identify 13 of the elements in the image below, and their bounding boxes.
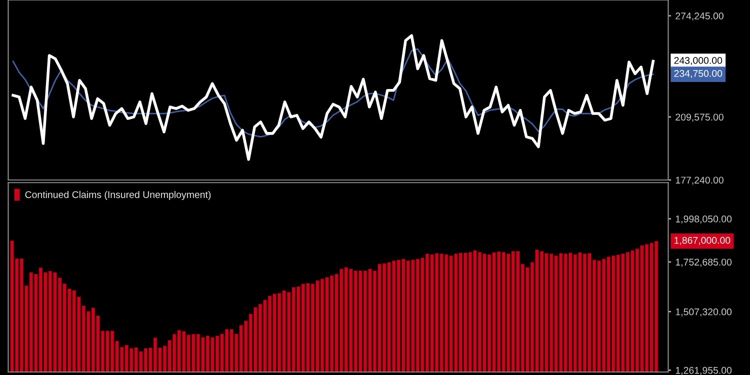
y-tick-label: 1,507,320.00 (676, 308, 732, 316)
y-tick-label: 1,261,955.00 (676, 366, 732, 375)
line-series (12, 34, 655, 161)
y-tick-label: 1,998,050.00 (676, 216, 732, 224)
line-series (12, 48, 654, 138)
y-tick-label: 209,575.00 (676, 114, 724, 122)
text: 243,000.00 (674, 57, 722, 66)
y-tick-label: 274,245.00 (676, 12, 724, 21)
y-tick-label: 1,752,685.00 (676, 258, 732, 267)
y-tick-label: 177,240.00 (676, 176, 724, 185)
legend-label: Continued Claims (Insured Unemployment) (25, 190, 211, 200)
text: 234,750.00 (674, 70, 722, 78)
text: 1,867,000.00 (674, 236, 730, 245)
